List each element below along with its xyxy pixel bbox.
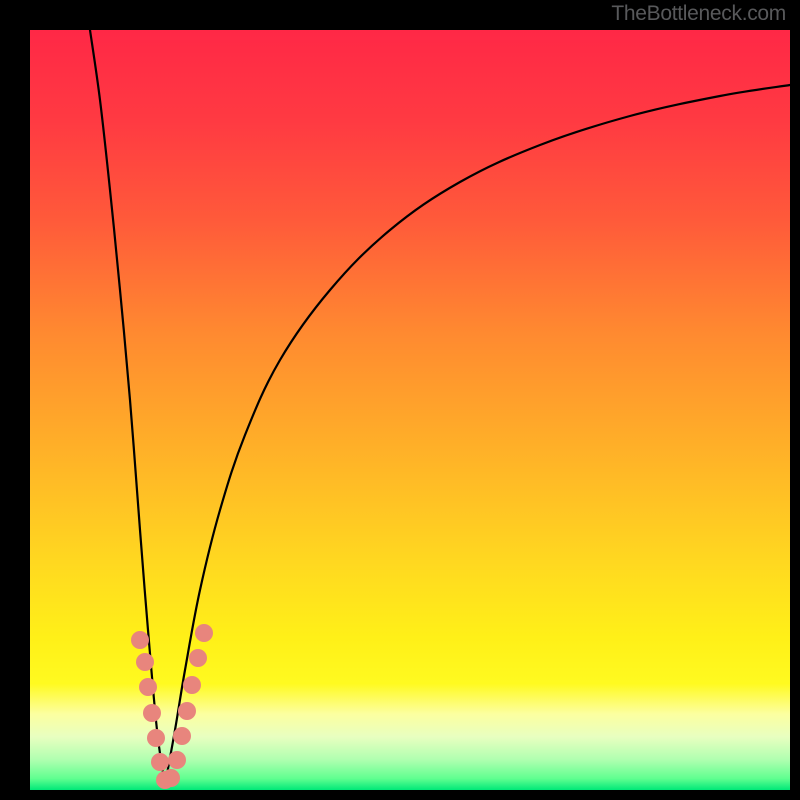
scatter-dot [195, 624, 213, 642]
scatter-dot [147, 729, 165, 747]
scatter-dot [168, 751, 186, 769]
curve-left-branch [90, 30, 165, 785]
scatter-dot [151, 753, 169, 771]
scatter-dot [189, 649, 207, 667]
scatter-dot [162, 769, 180, 787]
scatter-dot [178, 702, 196, 720]
scatter-dot [136, 653, 154, 671]
chart-plot-area [30, 30, 790, 790]
scatter-dot [183, 676, 201, 694]
curve-overlay [30, 30, 790, 790]
scatter-dots [131, 624, 213, 789]
scatter-dot [131, 631, 149, 649]
scatter-dot [139, 678, 157, 696]
curve-right-branch [165, 85, 790, 785]
scatter-dot [143, 704, 161, 722]
watermark-text: TheBottleneck.com [611, 2, 786, 26]
scatter-dot [173, 727, 191, 745]
